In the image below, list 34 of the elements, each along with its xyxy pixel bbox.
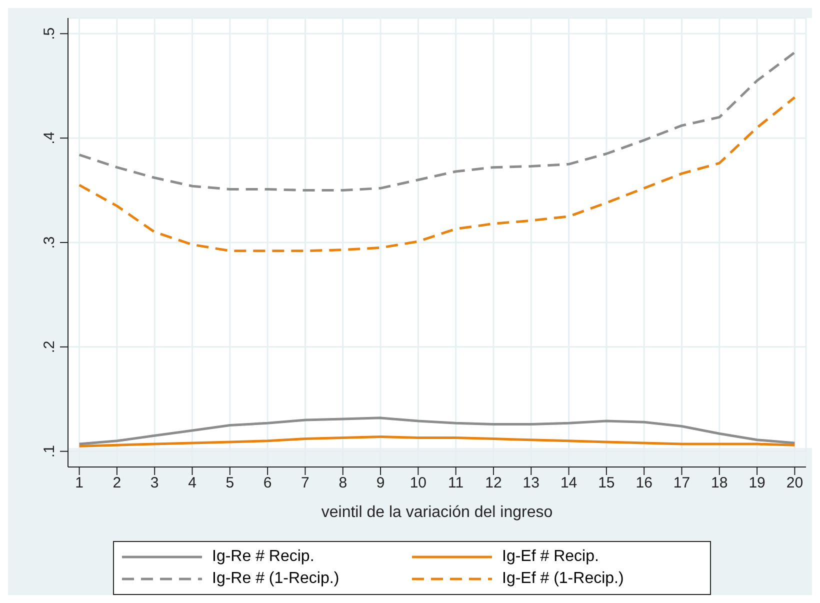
x-tick-label: 14: [560, 474, 578, 492]
y-tick-label: .2: [41, 340, 58, 354]
x-tick-label: 20: [786, 474, 804, 492]
x-tick-label: 12: [485, 474, 502, 492]
x-tick-label: 17: [673, 474, 690, 492]
x-tick-label: 16: [636, 474, 652, 492]
legend-label: Ig-Ef # (1-Recip.): [502, 570, 624, 588]
x-tick-label: 10: [410, 474, 427, 492]
y-tick-label: .5: [41, 27, 58, 40]
x-tick-label: 4: [188, 474, 196, 492]
x-tick-label: 3: [150, 474, 159, 492]
y-tick-label: .4: [41, 132, 58, 144]
x-tick-label: 1: [75, 474, 84, 492]
x-tick-label: 15: [598, 474, 615, 492]
x-tick-label: 9: [376, 474, 385, 492]
x-tick-label: 5: [226, 474, 234, 492]
line-series: [78, 435, 796, 448]
x-tick-label: 13: [522, 474, 540, 492]
x-tick-label: 19: [748, 474, 766, 492]
x-tick-label: 6: [263, 474, 272, 492]
line-series: [78, 51, 796, 192]
line-series: [78, 416, 796, 446]
y-tick-label: .1: [41, 445, 58, 458]
legend-label: Ig-Ef # Recip.: [502, 548, 599, 566]
x-tick-label: 7: [301, 474, 310, 492]
legend-label: Ig-Re # Recip.: [212, 548, 314, 566]
y-tick-label: .3: [41, 236, 58, 249]
x-tick-label: 11: [448, 474, 464, 492]
x-tick-label: 2: [112, 474, 122, 492]
x-tick-label: 8: [338, 474, 348, 492]
x-axis-title: veintil de la variación del ingreso: [321, 504, 553, 521]
line-series: [78, 96, 796, 252]
x-tick-label: 18: [711, 474, 728, 492]
legend-label: Ig-Re # (1-Recip.): [212, 570, 340, 588]
